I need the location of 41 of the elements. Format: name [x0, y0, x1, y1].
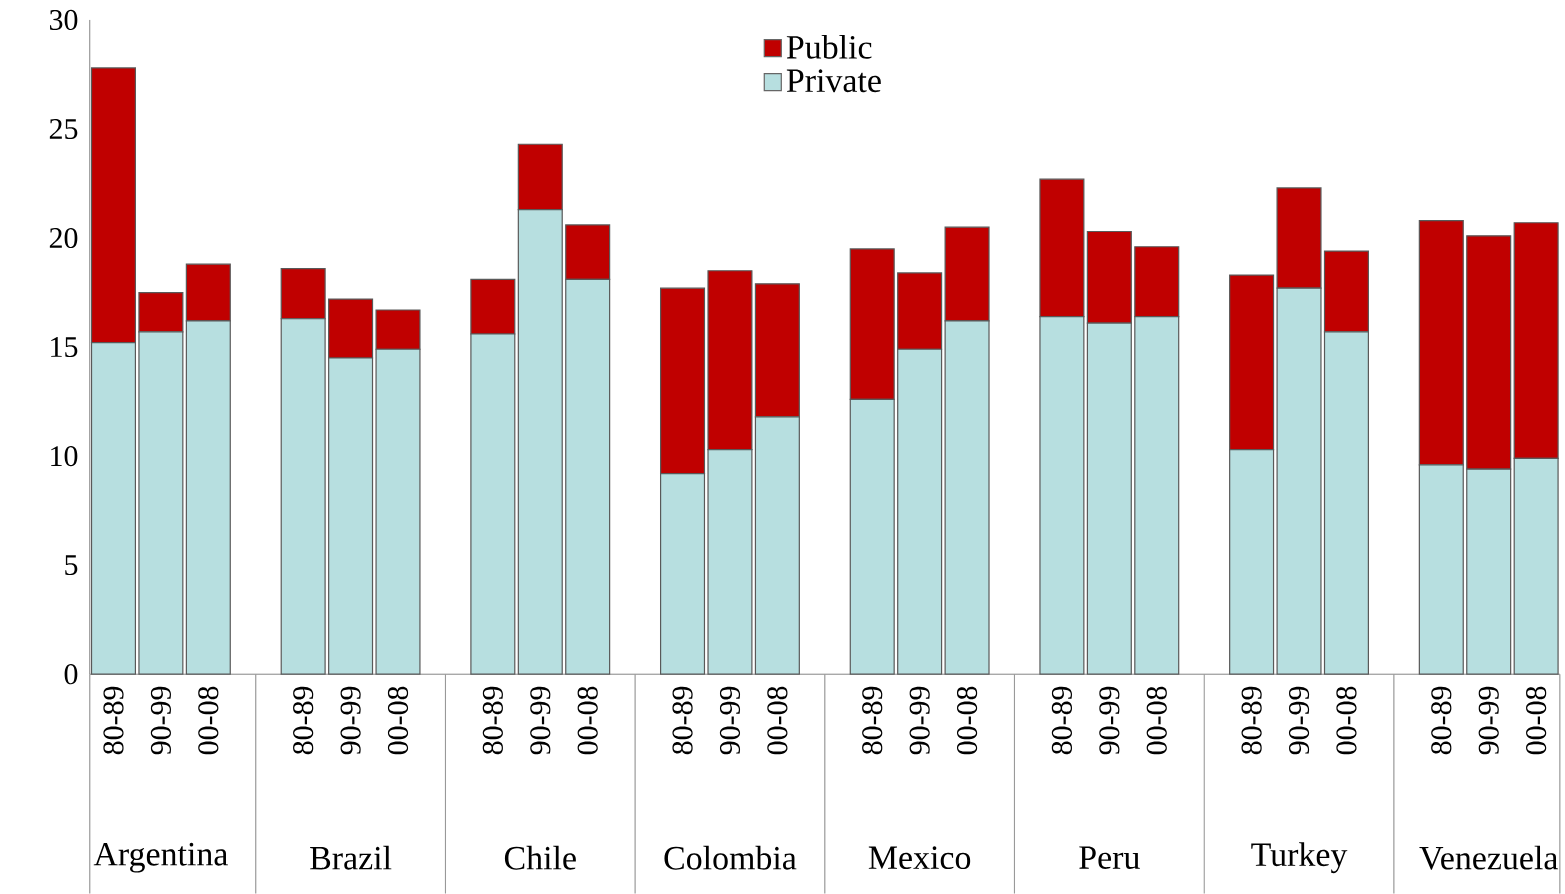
text: Brazil: [310, 845, 392, 870]
x-tick-label: 90-99: [150, 686, 171, 755]
y-tick-label: 15: [51, 336, 78, 357]
x-tick-label: 80-89: [1051, 686, 1072, 755]
text: Argentina: [93, 842, 228, 873]
x-tick-label: 80-89: [1431, 686, 1452, 755]
text: Mexico: [868, 846, 971, 870]
text: Chile: [504, 845, 576, 870]
x-tick-label: 90-99: [340, 686, 361, 755]
x-tick-label: 90-99: [1288, 686, 1310, 755]
y-tick-label: 10: [51, 445, 78, 467]
x-tick-label: 00-08: [767, 686, 788, 755]
y-tick-label: 0: [64, 664, 78, 685]
x-tick-label: 90-99: [1099, 686, 1120, 755]
x-tick-label: 00-08: [1526, 686, 1547, 755]
x-tick-label: 80-89: [482, 686, 503, 755]
x-tick-label: 90-99: [530, 686, 551, 755]
y-tick-label: 30: [49, 9, 78, 30]
x-tick-label: 00-08: [198, 686, 219, 755]
x-tick-label: 00-08: [956, 686, 978, 755]
x-tick-label: 00-08: [387, 686, 409, 755]
y-tick-label: 5: [65, 555, 78, 575]
y-tick-label: 25: [49, 118, 78, 139]
y-tick-label: 20: [49, 227, 78, 249]
text: Turkey: [1251, 842, 1348, 874]
x-tick-label: 90-99: [719, 686, 741, 755]
x-tick-label: 80-89: [1241, 686, 1262, 755]
x-tick-label: 00-08: [577, 686, 598, 755]
text: Colombia: [664, 845, 797, 870]
x-tick-label: 80-89: [672, 686, 693, 755]
legend-label: Private: [786, 69, 881, 93]
x-tick-label: 80-89: [103, 686, 124, 755]
x-tick-label: 00-08: [1146, 686, 1167, 755]
x-tick-label: 00-08: [1336, 686, 1357, 755]
x-tick-label: 90-99: [1478, 686, 1499, 755]
text: Venezuela: [1419, 845, 1558, 870]
x-tick-label: 80-89: [293, 686, 314, 755]
legend-label: Public: [786, 34, 872, 59]
x-tick-label: 80-89: [862, 686, 883, 755]
text: Peru: [1079, 846, 1140, 869]
x-tick-label: 90-99: [909, 686, 930, 755]
